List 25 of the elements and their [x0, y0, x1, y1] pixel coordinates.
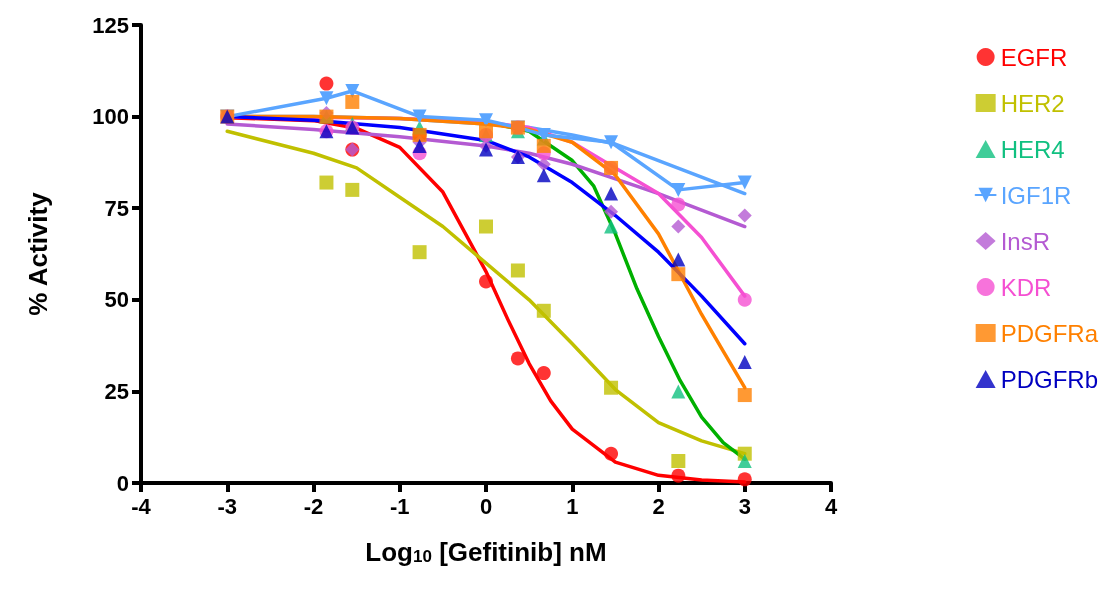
legend-label: IGF1R: [1000, 181, 1072, 209]
x-tick-label: -4: [131, 493, 152, 519]
x-tick-label: 1: [566, 493, 579, 519]
legend-label: InsR: [1000, 227, 1051, 255]
legend-label: PDGFRb: [1000, 365, 1099, 393]
x-tick-label: -3: [217, 493, 238, 519]
legend-label: HER2: [1000, 89, 1065, 117]
x-tick-label: -2: [303, 493, 324, 519]
x-tick-label: 0: [479, 493, 493, 519]
x-tick-label: -1: [389, 493, 410, 519]
y-tick-label: 100: [92, 104, 129, 130]
y-tick-label: 75: [104, 195, 129, 221]
y-tick-label: 0: [116, 470, 129, 496]
x-tick-label: 3: [738, 493, 751, 519]
y-axis-title: % Activity: [23, 191, 53, 316]
y-tick-label: 25: [104, 378, 129, 404]
x-tick-label: 4: [824, 493, 838, 519]
y-tick-label: 125: [92, 12, 129, 38]
legend-label: KDR: [1000, 273, 1052, 301]
legend-label: HER4: [1000, 135, 1065, 163]
legend-label: PDGFRa: [1000, 319, 1099, 347]
y-tick-label: 50: [104, 287, 129, 313]
x-tick-label: 2: [652, 493, 665, 519]
legend-label: EGFR: [1000, 43, 1068, 71]
x-axis-title: Log10 [Gefitinib] nM: [365, 536, 607, 567]
